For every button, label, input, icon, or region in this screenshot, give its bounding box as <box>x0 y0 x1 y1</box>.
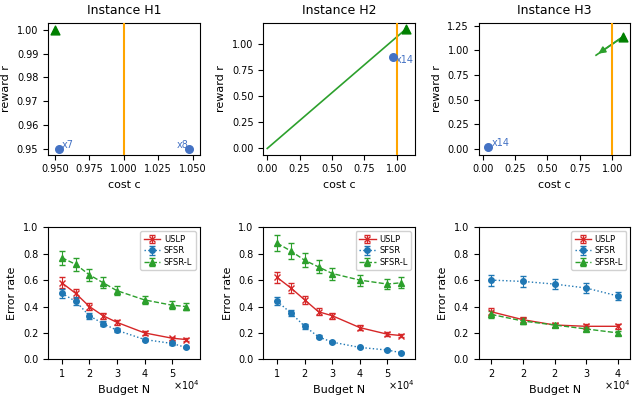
Y-axis label: reward r: reward r <box>1 65 12 112</box>
Legend: USLP, SFSR, SFSR-L: USLP, SFSR, SFSR-L <box>356 231 411 270</box>
Y-axis label: Error rate: Error rate <box>223 267 233 320</box>
Title: Instance H2: Instance H2 <box>302 5 376 17</box>
X-axis label: Budget N: Budget N <box>313 385 365 394</box>
Text: x7: x7 <box>62 140 74 150</box>
Text: $\times$10$^4$: $\times$10$^4$ <box>388 378 415 392</box>
Title: Instance H1: Instance H1 <box>86 5 161 17</box>
Legend: USLP, SFSR, SFSR-L: USLP, SFSR, SFSR-L <box>140 231 195 270</box>
X-axis label: cost c: cost c <box>538 180 571 190</box>
X-axis label: Budget N: Budget N <box>529 385 580 394</box>
Point <box>184 145 194 152</box>
Title: Instance H3: Instance H3 <box>517 5 592 17</box>
Y-axis label: Error rate: Error rate <box>438 267 448 320</box>
Point <box>50 26 60 33</box>
Text: x14: x14 <box>396 55 413 65</box>
X-axis label: cost c: cost c <box>108 180 140 190</box>
Point <box>401 26 411 32</box>
Text: x8: x8 <box>176 140 188 150</box>
Y-axis label: Error rate: Error rate <box>7 267 17 320</box>
X-axis label: Budget N: Budget N <box>98 385 150 394</box>
Text: x14: x14 <box>492 138 509 148</box>
X-axis label: cost c: cost c <box>323 180 355 190</box>
Text: $\times$10$^4$: $\times$10$^4$ <box>604 378 630 392</box>
Y-axis label: reward r: reward r <box>216 65 227 112</box>
Point <box>618 33 628 40</box>
Y-axis label: reward r: reward r <box>432 65 442 112</box>
Point <box>54 145 64 152</box>
Legend: USLP, SFSR, SFSR-L: USLP, SFSR, SFSR-L <box>571 231 626 270</box>
Text: $\times$10$^4$: $\times$10$^4$ <box>173 378 200 392</box>
Point <box>483 144 493 150</box>
Point <box>388 53 398 60</box>
